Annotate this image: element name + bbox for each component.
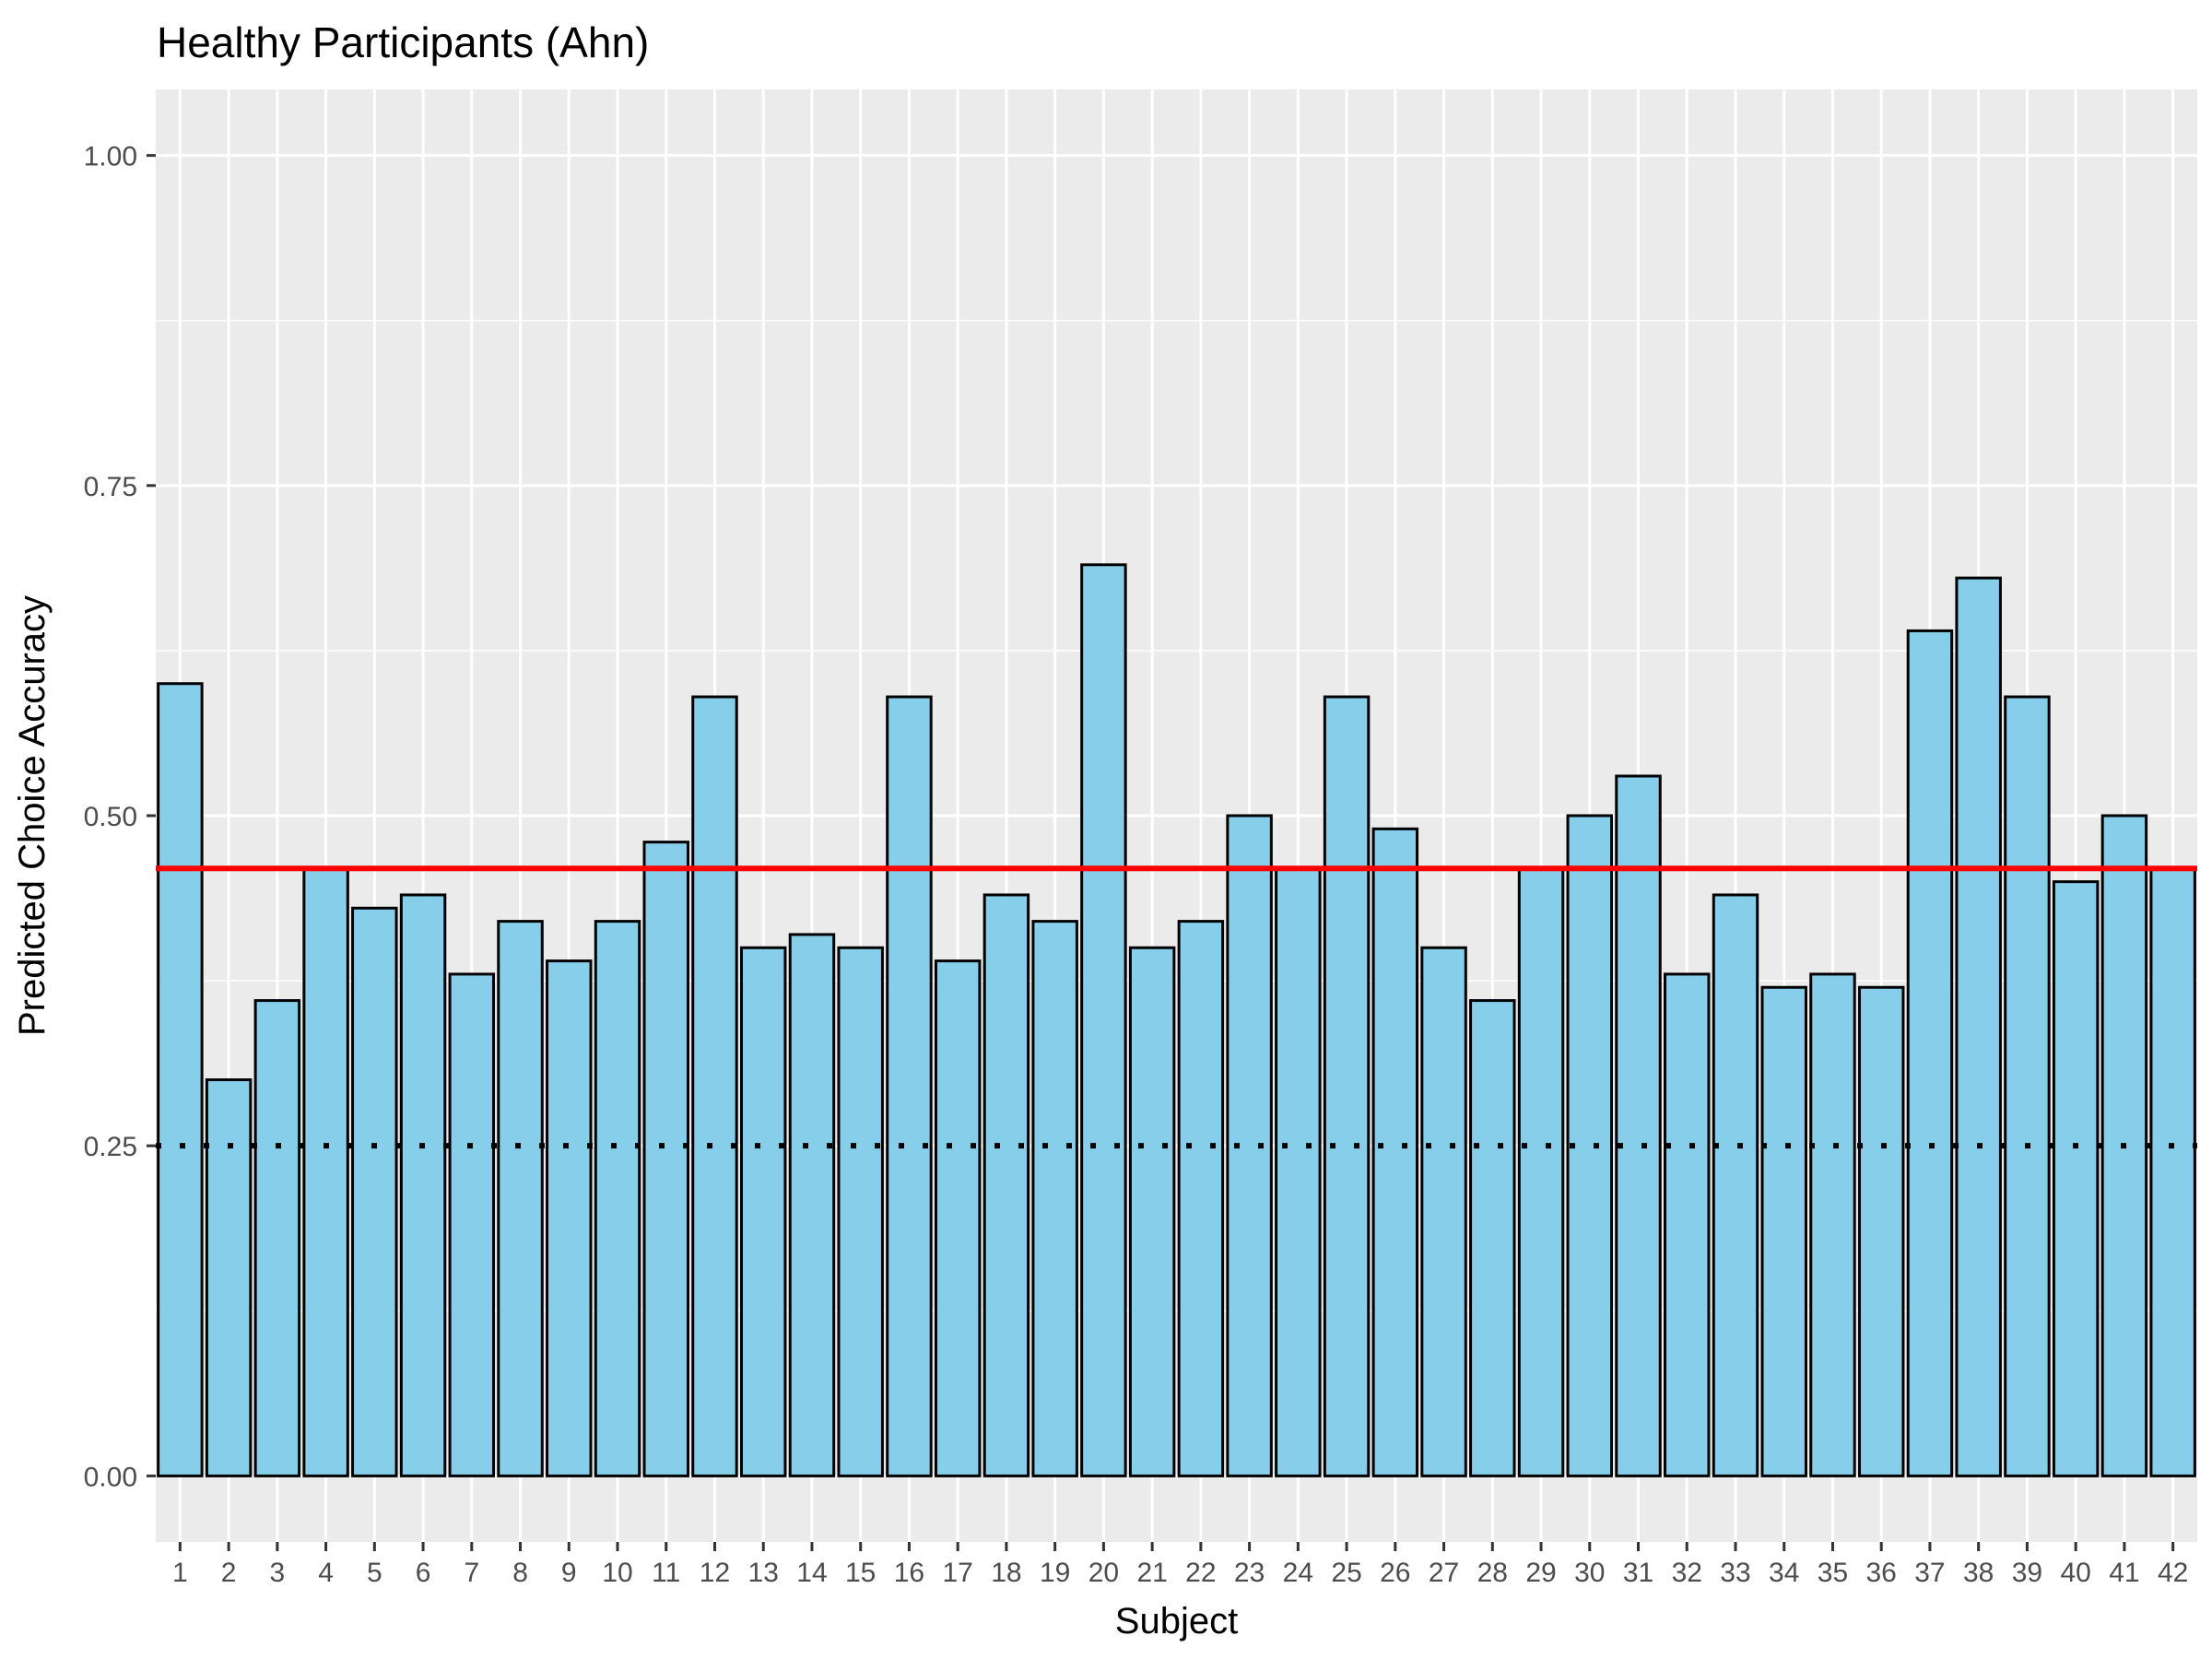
bar-subject-11 [642,841,689,1477]
x-tick-label: 8 [512,1558,528,1588]
x-tick-label: 40 [2060,1558,2090,1588]
bar-subject-8 [497,920,544,1477]
x-tick-label: 20 [1088,1558,1119,1588]
bar-subject-6 [399,893,447,1477]
y-tick-label: 0.50 [84,802,137,832]
x-tick-label: 25 [1331,1558,1361,1588]
bar-subject-35 [1809,972,1856,1477]
chart-title: Healthy Participants (Ahn) [157,18,649,66]
x-tick-label: 37 [1914,1558,1945,1588]
bar-subject-25 [1323,695,1371,1477]
bar-subject-2 [205,1078,253,1477]
bar-subject-31 [1615,774,1662,1477]
x-tick-label: 31 [1623,1558,1653,1588]
x-tick-label: 12 [700,1558,730,1588]
x-tick-label: 41 [2109,1558,2139,1588]
bar-subject-20 [1080,563,1127,1477]
bar-subject-18 [982,893,1030,1477]
x-tick-label: 39 [2012,1558,2042,1588]
x-tick-label: 5 [367,1558,382,1588]
x-tick-label: 14 [796,1558,827,1588]
x-tick-label: 24 [1283,1558,1313,1588]
x-tick-label: 10 [602,1558,632,1588]
bar-subject-22 [1177,920,1225,1477]
x-tick-label: 32 [1672,1558,1702,1588]
x-tick-label: 38 [1963,1558,1994,1588]
minor-gridlines [156,319,2197,1312]
bar-subject-5 [351,906,398,1477]
bar-subject-7 [448,972,496,1477]
bar-subject-17 [934,959,982,1477]
bar-subject-37 [1906,629,1954,1477]
bar-subject-42 [2149,866,2196,1477]
bar-subject-13 [739,946,787,1477]
y-tick-label: 1.00 [84,142,137,172]
x-tick-label: 16 [894,1558,924,1588]
x-tick-label: 27 [1429,1558,1459,1588]
bar-subject-32 [1664,972,1711,1477]
bar-subject-12 [691,695,738,1477]
x-tick-label: 30 [1574,1558,1605,1588]
bar-subject-16 [886,695,933,1477]
x-tick-label: 28 [1477,1558,1508,1588]
bar-subject-38 [1955,576,2002,1477]
bar-subject-24 [1275,866,1322,1477]
x-tick-label: 36 [1866,1558,1897,1588]
bar-subject-26 [1371,827,1419,1477]
bar-subject-15 [837,946,884,1477]
bar-subject-9 [546,959,593,1477]
x-tick-label: 7 [464,1558,479,1588]
x-tick-label: 21 [1136,1558,1167,1588]
bar-subject-28 [1469,999,1516,1477]
bar-subject-3 [253,999,301,1477]
x-tick-label: 17 [942,1558,972,1588]
x-tick-label: 1 [172,1558,188,1588]
y-tick-label: 0.00 [84,1462,137,1492]
bar-subject-27 [1420,946,1467,1477]
x-tick-label: 22 [1185,1558,1216,1588]
x-tick-label: 15 [845,1558,876,1588]
x-tick-label: 4 [318,1558,334,1588]
bar-subject-39 [2004,695,2051,1477]
x-tick-label: 6 [416,1558,431,1588]
bar-subject-29 [1517,866,1565,1477]
x-tick-label: 19 [1040,1558,1070,1588]
x-tick-label: 34 [1769,1558,1799,1588]
x-tick-label: 11 [652,1558,680,1588]
x-tick-label: 9 [561,1558,577,1588]
y-tick-label: 0.75 [84,472,137,502]
x-tick-label: 26 [1380,1558,1410,1588]
y-tick-label: 0.25 [84,1132,137,1162]
x-tick-label: 13 [748,1558,779,1588]
bar-subject-36 [1857,985,1905,1477]
bars-group [157,563,2196,1477]
bar-subject-40 [2052,880,2100,1477]
x-tick-label: 29 [1525,1558,1556,1588]
bar-subject-1 [157,682,204,1477]
x-tick-label: 18 [991,1558,1021,1588]
x-tick-label: 3 [270,1558,286,1588]
reference-lines [156,865,2197,1149]
x-axis: 1 2 3 4 5 6 7 8 9 10 11 12 13 14 15 16 17 18 19 20 21 22 23 24 2… [172,1542,2188,1588]
bar-subject-23 [1226,814,1273,1477]
x-tick-label: 42 [2158,1558,2188,1588]
y-axis-title: Predicted Choice Accuracy [12,595,53,1036]
x-tick-label: 35 [1818,1558,1848,1588]
bar-subject-10 [594,920,641,1477]
bar-subject-21 [1128,946,1176,1477]
x-axis-title: Subject [1115,1601,1238,1641]
bar-subject-14 [788,933,836,1477]
y-axis: 0.00 0.25 0.50 0.75 1.00 [84,142,156,1492]
bar-subject-34 [1760,985,1807,1477]
x-tick-label: 23 [1234,1558,1265,1588]
x-tick-label: 2 [221,1558,237,1588]
x-tick-label: 33 [1720,1558,1750,1588]
bar-subject-19 [1031,920,1078,1477]
bar-subject-4 [302,866,349,1477]
bar-subject-33 [1712,893,1759,1477]
